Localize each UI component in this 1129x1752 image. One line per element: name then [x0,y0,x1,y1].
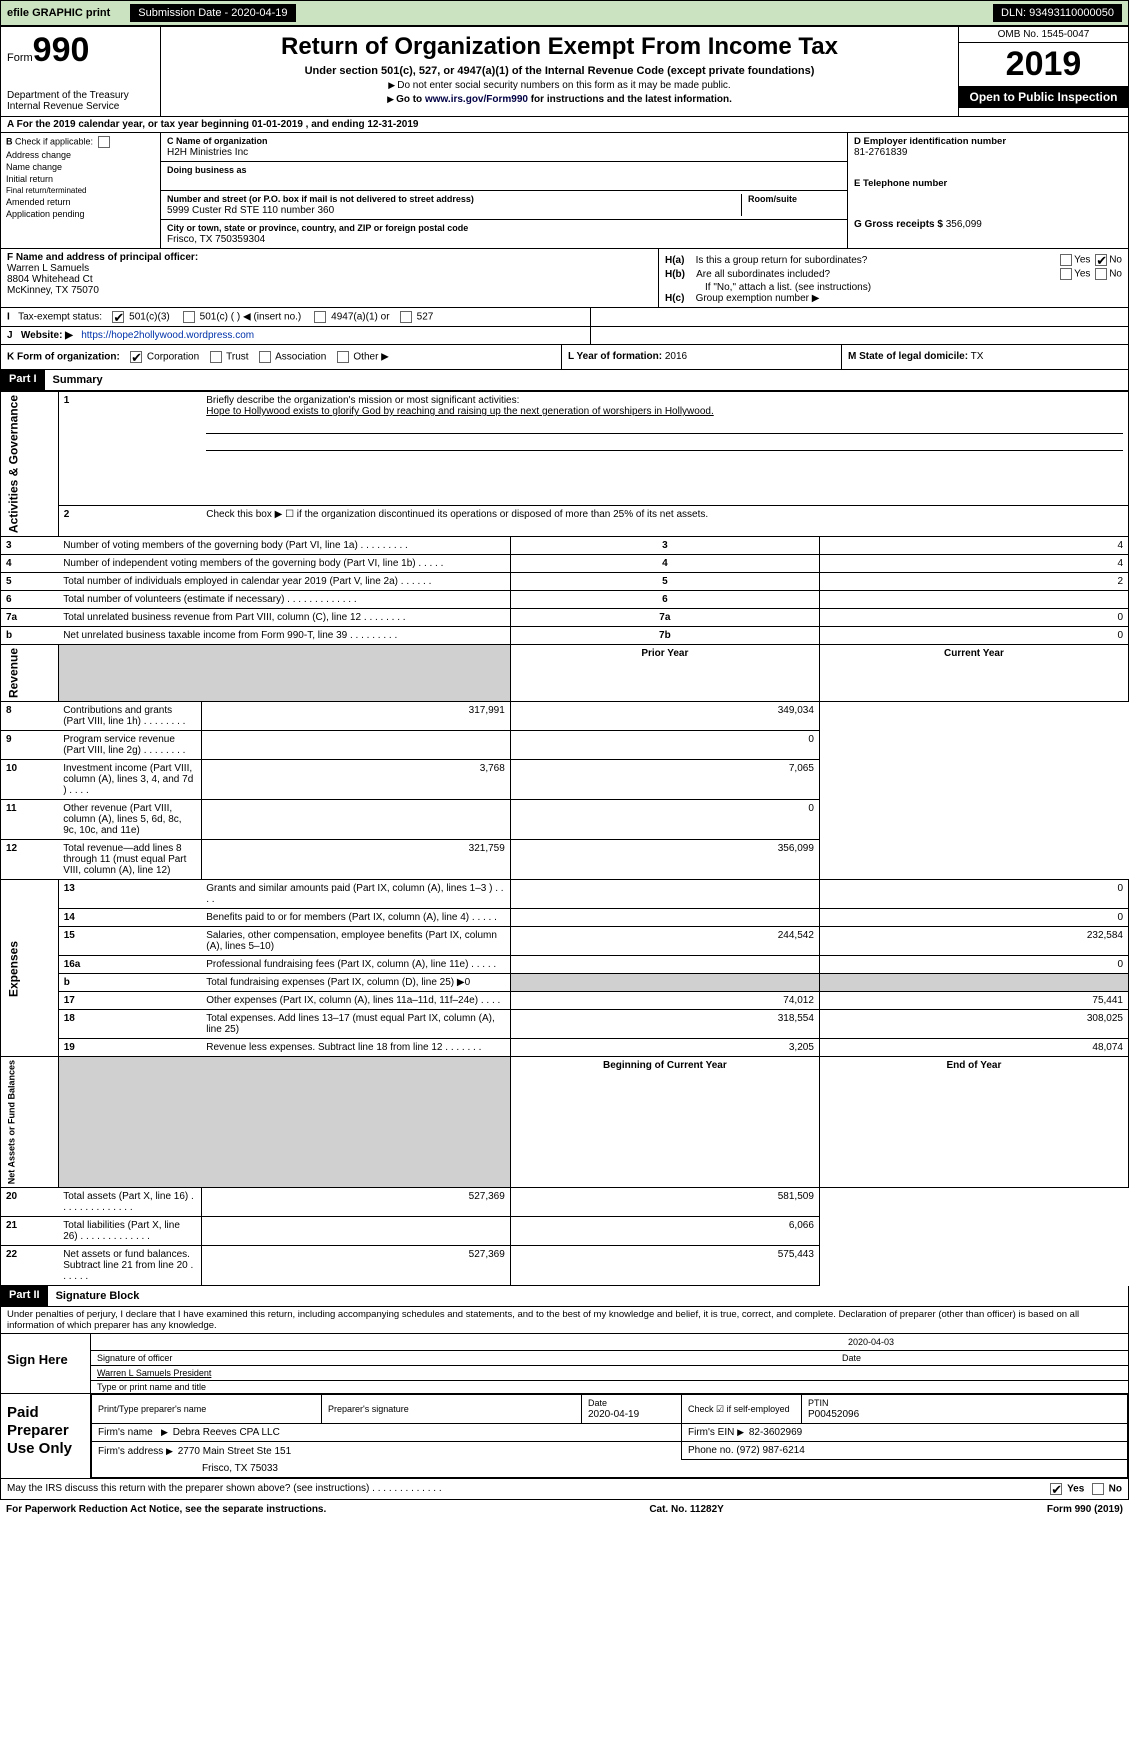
dln-button[interactable]: DLN: 93493110000050 [993,4,1122,22]
corp-checkbox[interactable] [130,351,142,363]
ein-value: 81-2761839 [854,147,1122,158]
section-bcde: B Check if applicable: Address change Na… [0,133,1129,249]
sidebar-revenue: Revenue [1,645,59,702]
hb-no-checkbox[interactable] [1095,268,1107,280]
form-number: 990 [33,31,90,69]
form-subtitle: Under section 501(c), 527, or 4947(a)(1)… [167,65,952,77]
dept-treasury: Department of the Treasury [7,90,154,101]
year-formation: 2016 [665,351,687,362]
row-a-tax-year: A For the 2019 calendar year, or tax yea… [0,117,1129,133]
submission-date-button[interactable]: Submission Date - 2020-04-19 [130,4,295,22]
ha-no-checkbox[interactable] [1095,254,1107,266]
omb-number: OMB No. 1545-0047 [959,27,1128,43]
form990-link[interactable]: www.irs.gov/Form990 [425,94,528,105]
ha-yes-checkbox[interactable] [1060,254,1072,266]
gross-receipts: 356,099 [946,219,982,230]
form-title: Return of Organization Exempt From Incom… [167,33,952,61]
state-domicile: TX [971,351,984,362]
cat-no: Cat. No. 11282Y [649,1504,723,1515]
mission-text: Hope to Hollywood exists to glorify God … [206,406,714,417]
website-link[interactable]: https://hope2hollywood.wordpress.com [81,330,254,341]
discuss-yes-checkbox[interactable] [1050,1483,1062,1495]
form-ref: Form 990 (2019) [1047,1504,1123,1515]
section-fh: F Name and address of principal officer:… [0,249,1129,308]
part-i-header: Part I Summary [0,370,1129,391]
sidebar-expenses: Expenses [1,880,59,1057]
sidebar-netassets: Net Assets or Fund Balances [1,1057,59,1188]
firm-ein: 82-3602969 [749,1427,802,1438]
dept-irs: Internal Revenue Service [7,101,154,112]
org-street: 5999 Custer Rd STE 110 number 360 [167,205,334,216]
summary-table: Activities & Governance 1 Briefly descri… [0,391,1129,1286]
perjury-statement: Under penalties of perjury, I declare th… [0,1307,1129,1334]
501c3-checkbox[interactable] [112,311,124,323]
discuss-row: May the IRS discuss this return with the… [0,1479,1129,1500]
sidebar-governance: Activities & Governance [1,392,59,537]
hb-yes-checkbox[interactable] [1060,268,1072,280]
org-name: H2H Ministries Inc [167,147,248,158]
discuss-no-checkbox[interactable] [1092,1483,1104,1495]
org-city: Frisco, TX 750359304 [167,234,265,245]
footer: For Paperwork Reduction Act Notice, see … [0,1500,1129,1519]
firm-phone: (972) 987-6214 [736,1445,804,1456]
tax-year: 2019 [959,43,1128,86]
efile-header: efile GRAPHIC print Submission Date - 20… [0,0,1129,26]
form-header-row: Form990 Department of the Treasury Inter… [0,26,1129,117]
column-b: B Check if applicable: Address change Na… [1,133,161,248]
form-number-block: Form990 Department of the Treasury Inter… [1,27,161,116]
year-block: OMB No. 1545-0047 2019 Open to Public In… [958,27,1128,116]
form-prefix: Form [7,52,33,64]
officer-name: Warren L Samuels [7,263,89,274]
officer-signature-name: Warren L Samuels President [97,1368,211,1378]
sign-date: 2020-04-03 [842,1336,1122,1348]
row-j-website: J Website: ▶ https://hope2hollywood.word… [0,327,1129,345]
firm-name: Debra Reeves CPA LLC [173,1427,280,1438]
open-to-public: Open to Public Inspection [959,86,1128,108]
paid-preparer-block: Paid Preparer Use Only Print/Type prepar… [0,1394,1129,1479]
form-title-block: Return of Organization Exempt From Incom… [161,27,958,116]
ptin-value: P00452096 [808,1409,859,1420]
row-klm: K Form of organization: Corporation Trus… [0,345,1129,370]
sign-here-block: Sign Here 2020-04-03 Signature of office… [0,1334,1129,1394]
row-i-tax-status: I Tax-exempt status: 501(c)(3) 501(c) ( … [0,308,1129,327]
form-note-ssn: Do not enter social security numbers on … [397,80,730,91]
efile-label: efile GRAPHIC print [7,7,110,19]
part-ii-header: Part II Signature Block [0,1286,1129,1307]
